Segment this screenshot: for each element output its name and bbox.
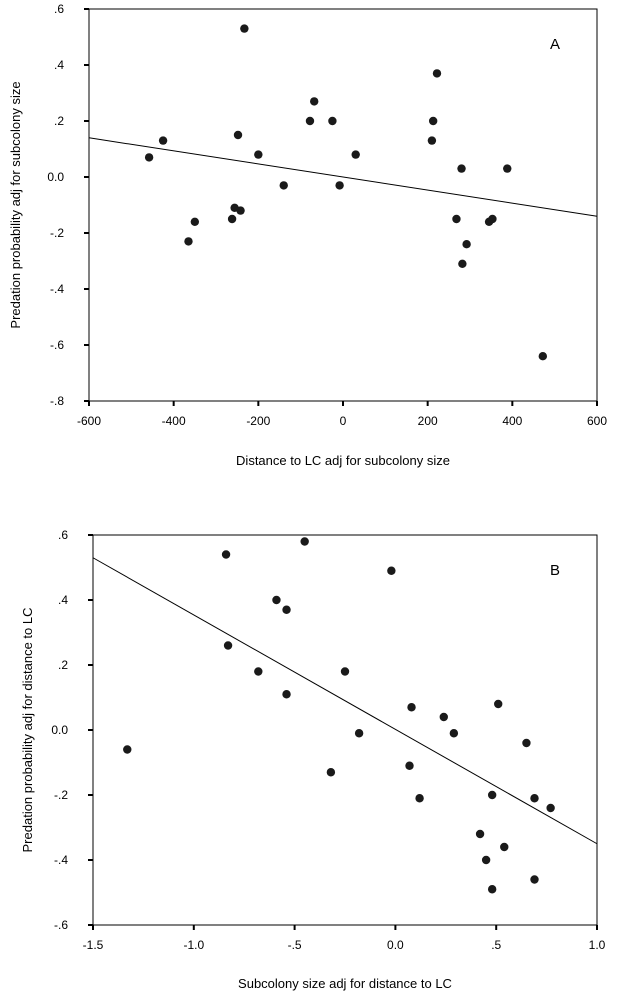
data-point — [236, 206, 245, 215]
x-tick-label: 1.0 — [589, 938, 606, 952]
y-tick-label: .6 — [58, 528, 68, 542]
panel-label: A — [550, 36, 560, 53]
data-point — [227, 214, 237, 224]
y-tick-label: -.6 — [50, 338, 64, 352]
data-point — [282, 605, 291, 614]
y-tick-label: -.2 — [54, 788, 68, 802]
data-point — [300, 537, 309, 546]
panel-label: B — [550, 562, 560, 579]
data-point — [158, 136, 168, 145]
y-tick-label: .6 — [54, 2, 64, 16]
data-point — [184, 237, 193, 246]
x-tick-label: 400 — [502, 414, 522, 428]
data-point — [190, 217, 200, 226]
y-tick-label: -.6 — [54, 918, 68, 932]
data-point — [387, 566, 396, 575]
data-point — [522, 738, 531, 748]
y-tick-label: -.4 — [50, 282, 64, 296]
data-point — [233, 130, 243, 140]
data-point — [503, 164, 512, 173]
x-tick-label: -600 — [77, 414, 101, 428]
data-point — [530, 794, 539, 803]
data-point — [457, 164, 466, 173]
plot-frame — [92, 534, 598, 926]
data-point — [475, 829, 485, 839]
x-tick-label: -200 — [246, 414, 270, 428]
data-point — [405, 761, 414, 770]
x-axis-title: Distance to LC adj for subcolony size — [236, 453, 450, 468]
data-point — [223, 641, 233, 650]
plot-frame — [88, 8, 598, 402]
data-point — [428, 116, 438, 126]
panel-a: -600 -400 -200 0 200 400 600 .6 .4 .2 0.0 -.2 -.4 -.6… — [8, 2, 607, 468]
data-point — [351, 150, 360, 159]
data-point — [305, 116, 315, 126]
y-tick-label: .2 — [58, 658, 68, 672]
y-tick-label: -.2 — [50, 226, 64, 240]
data-point — [494, 699, 503, 709]
regression-line — [92, 557, 598, 845]
data-point — [432, 69, 442, 78]
x-tick-label: 0.0 — [387, 938, 404, 952]
data-point — [279, 181, 288, 190]
data-point — [546, 803, 555, 813]
data-point — [272, 595, 281, 605]
data-point — [123, 745, 132, 754]
data-point — [407, 703, 416, 712]
x-tick-label: -1.0 — [183, 938, 204, 952]
data-point — [449, 729, 459, 738]
data-point — [538, 352, 548, 361]
data-point — [462, 240, 471, 249]
x-tick-label: 600 — [587, 414, 607, 428]
data-point — [310, 97, 319, 106]
data-point — [415, 794, 424, 803]
y-tick-label: .4 — [54, 58, 64, 72]
data-point — [326, 768, 336, 777]
panel-b: -1.5 -1.0 -.5 0.0 .5 1.0 .6 .4 .2 0.0 -.2 -.4 -.6 Sub… — [20, 528, 606, 991]
data-point — [254, 150, 263, 159]
data-point — [328, 116, 337, 126]
y-tick-label: .4 — [58, 593, 68, 607]
data-point — [340, 667, 350, 676]
data-point — [439, 712, 448, 722]
x-tick-label: 200 — [418, 414, 438, 428]
data-point — [240, 24, 249, 33]
x-tick-label: -400 — [162, 414, 186, 428]
y-axis-title: Predation probability adj for subcolony … — [8, 81, 23, 328]
data-point — [487, 790, 497, 800]
y-axis-title: Predation probability adj for distance t… — [20, 608, 35, 853]
data-point — [335, 181, 344, 190]
y-tick-label: .2 — [54, 114, 64, 128]
regression-line — [88, 137, 598, 217]
data-point — [481, 855, 491, 865]
data-point — [144, 153, 154, 162]
data-point — [427, 136, 437, 145]
x-tick-label: .5 — [491, 938, 501, 952]
data-point — [487, 885, 497, 894]
y-tick-label: -.4 — [54, 853, 68, 867]
data-point — [354, 729, 364, 738]
data-point — [221, 550, 231, 559]
x-axis-title: Subcolony size adj for distance to LC — [238, 976, 452, 991]
data-point — [282, 690, 291, 699]
data-point — [458, 259, 467, 268]
data-point — [254, 667, 263, 676]
data-point — [530, 875, 539, 884]
data-point — [488, 214, 497, 224]
y-tick-label: 0.0 — [47, 170, 64, 184]
x-tick-label: -.5 — [288, 938, 302, 952]
data-point — [452, 214, 461, 224]
y-tick-label: 0.0 — [51, 723, 68, 737]
x-tick-label: -1.5 — [83, 938, 104, 952]
y-tick-label: -.8 — [50, 394, 64, 408]
x-tick-label: 0 — [340, 414, 347, 428]
data-point — [500, 842, 509, 852]
